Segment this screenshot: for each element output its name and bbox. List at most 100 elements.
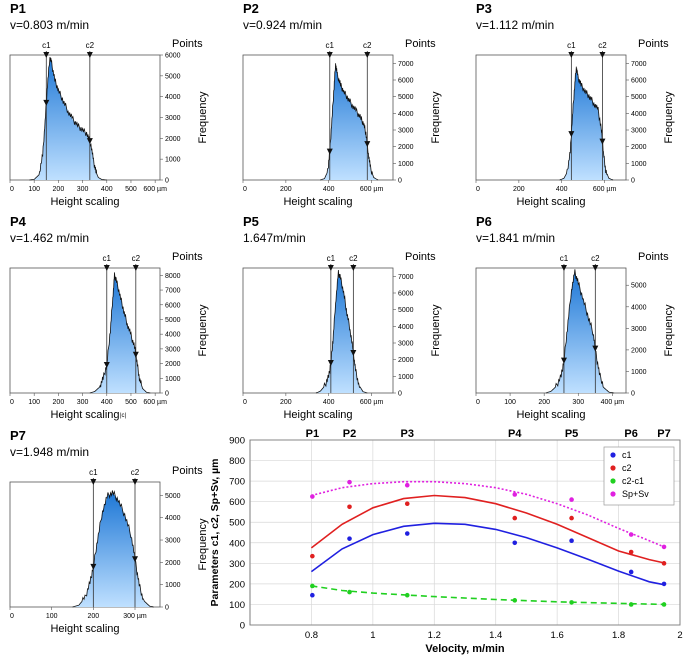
- c2-curve-marker: [86, 138, 93, 145]
- panel-id: P2: [243, 1, 259, 16]
- point-label-p6: P6: [624, 428, 637, 440]
- c2-marker-label: c2: [591, 254, 600, 263]
- x-tick-label: 100: [46, 613, 58, 620]
- x-tick-label: 500: [125, 399, 137, 406]
- x-axis-label: Height scaling: [283, 196, 352, 208]
- y-tick-label: 7000: [398, 274, 414, 281]
- x-tick-label: 600 µm: [143, 186, 167, 193]
- c1-marker-label: c1: [567, 41, 576, 50]
- points-label: Points: [638, 251, 669, 263]
- y-tick-label: 0: [165, 178, 169, 185]
- c1-curve-marker: [103, 362, 110, 369]
- point-c2: [310, 553, 315, 559]
- point-sp-sv: [404, 482, 410, 488]
- plot-frame: [475, 267, 627, 394]
- point-c2: [628, 549, 634, 555]
- y-tick-label: 0: [398, 178, 402, 185]
- point-c2-c1: [310, 583, 315, 589]
- x-tick-label: 100: [504, 399, 516, 406]
- legend-marker: [610, 452, 616, 458]
- velocity-label: v=1.462 m/min: [10, 231, 89, 245]
- legend-marker: [610, 491, 616, 497]
- x-tick-label: 200: [538, 399, 550, 406]
- velocity-parameters-chart: 0 100 200 300 400 500 600 700 800 900 0.8 1 1.2 1.4 1.…: [209, 428, 683, 655]
- x-tick-label: 1.6: [551, 630, 564, 641]
- point-label-p5: P5: [565, 428, 578, 440]
- chart-frame: [249, 439, 681, 626]
- x-tick-label: 200: [53, 186, 65, 193]
- x-tick-label: 400: [556, 186, 568, 193]
- c2-marker-triangle: [350, 265, 357, 271]
- c1-marker-label: c1: [327, 254, 336, 263]
- y-tick-label: 600: [229, 497, 245, 508]
- y-tick-label: 5000: [165, 493, 181, 500]
- y-tick-label: 5000: [631, 283, 647, 290]
- c1-curve-marker: [560, 357, 567, 364]
- c2-curve-marker: [350, 350, 357, 356]
- histogram-area: [29, 57, 107, 180]
- c2-marker-label: c2: [86, 41, 95, 50]
- x-tick-label: 0: [243, 186, 247, 193]
- histogram-area: [559, 66, 614, 180]
- y-tick-label: 4000: [398, 111, 414, 118]
- point-c2-c1: [628, 602, 634, 607]
- plot-frame: [242, 54, 394, 181]
- c1-marker-triangle: [326, 52, 333, 58]
- point-label-p2: P2: [343, 428, 356, 440]
- histogram-outline: [559, 66, 614, 181]
- c1-marker-triangle: [103, 265, 110, 271]
- c1-curve-marker: [568, 131, 575, 138]
- x-tick-label: 200: [87, 613, 99, 620]
- x-tick-label: 600 µm: [593, 186, 617, 193]
- y-tick-label: 4000: [165, 94, 181, 101]
- point-c2-c1: [404, 592, 410, 598]
- x-tick-label: 400: [101, 186, 113, 193]
- point-c1: [569, 538, 574, 544]
- c1-marker-label: c1: [103, 254, 112, 263]
- velocity-label: v=1.112 m/min: [476, 18, 554, 32]
- point-c1: [512, 540, 518, 546]
- x-tick-label: 0.8: [305, 630, 318, 641]
- y-tick-label: 3000: [165, 115, 181, 122]
- y-tick-label: 0: [631, 391, 635, 398]
- y-tick-label: 4000: [165, 332, 181, 339]
- y-tick-label: 1000: [165, 582, 181, 589]
- y-tick-label: 2000: [165, 560, 181, 567]
- x-tick-label: 500: [125, 186, 137, 193]
- frequency-label: Frequency: [430, 304, 442, 356]
- c2-marker-label: c2: [131, 468, 140, 477]
- histogram-area: [89, 275, 151, 393]
- c1-marker-triangle: [90, 479, 97, 485]
- c2-marker-triangle: [132, 479, 138, 485]
- x-tick-label: 400: [323, 399, 335, 406]
- points-label: Points: [405, 251, 436, 263]
- point-c2: [569, 515, 574, 521]
- histogram-outline: [89, 272, 151, 394]
- y-tick-label: 0: [398, 391, 402, 398]
- y-tick-label: 4000: [631, 111, 647, 118]
- x-tick-label: 300: [77, 399, 89, 406]
- point-sp-sv: [628, 532, 634, 537]
- chart-legend: c1 c2 c2-c1 Sp+Sv: [603, 446, 675, 506]
- y-tick-label: 4000: [165, 515, 181, 522]
- y-tick-label: 7000: [165, 288, 181, 295]
- frequency-label: Frequency: [430, 91, 442, 143]
- histogram-panel-p2: P2 v=0.924 m/min Points Frequency c1 c2 7000 60…: [242, 1, 442, 208]
- c1-curve-marker: [326, 148, 333, 155]
- y-tick-label: 1000: [165, 157, 181, 164]
- y-tick-label: 4000: [631, 304, 647, 311]
- panel-id: P7: [10, 428, 26, 443]
- point-c1: [661, 581, 667, 587]
- velocity-label: v=1.841 m/min: [476, 231, 555, 245]
- c2-marker-label: c2: [349, 254, 358, 263]
- legend-box: [603, 446, 675, 506]
- histogram-outline: [72, 490, 154, 608]
- x-axis-label: Height scaling: [50, 196, 119, 208]
- plot-frame: [9, 267, 161, 394]
- y-tick-label: 0: [165, 605, 169, 612]
- frequency-label: Frequency: [197, 518, 209, 570]
- point-sp-sv: [310, 494, 315, 499]
- x-tick-label: 400: [101, 399, 113, 406]
- c2-marker-triangle: [592, 265, 599, 271]
- legend-label: c2: [622, 463, 632, 473]
